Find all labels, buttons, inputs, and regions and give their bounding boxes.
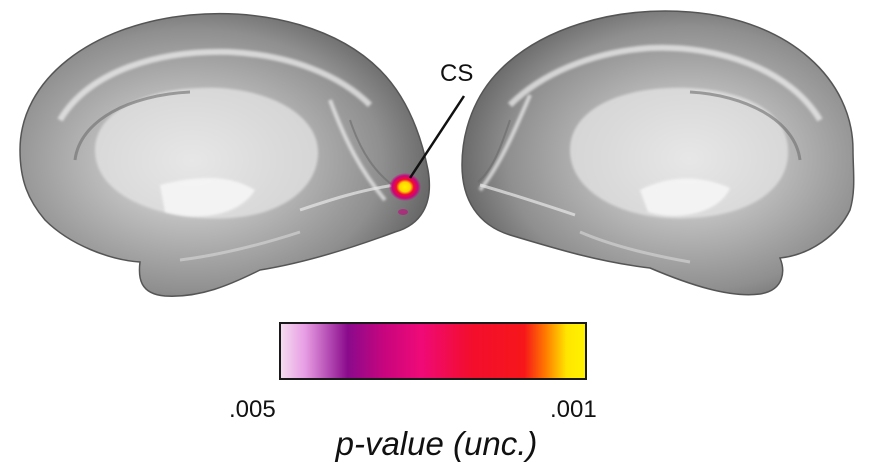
colorbar-title: p-value (unc.) [335,425,538,462]
brain-surfaces [19,10,855,297]
activation-cluster [389,173,421,201]
left-hemisphere [19,12,431,297]
colorbar-min-label: .005 [229,396,276,423]
colorbar [279,322,587,380]
right-hemisphere [461,10,855,296]
region-label-cs: CS [440,60,474,87]
colorbar-max-label: .001 [550,396,597,423]
annotation-leader-line [408,95,466,179]
